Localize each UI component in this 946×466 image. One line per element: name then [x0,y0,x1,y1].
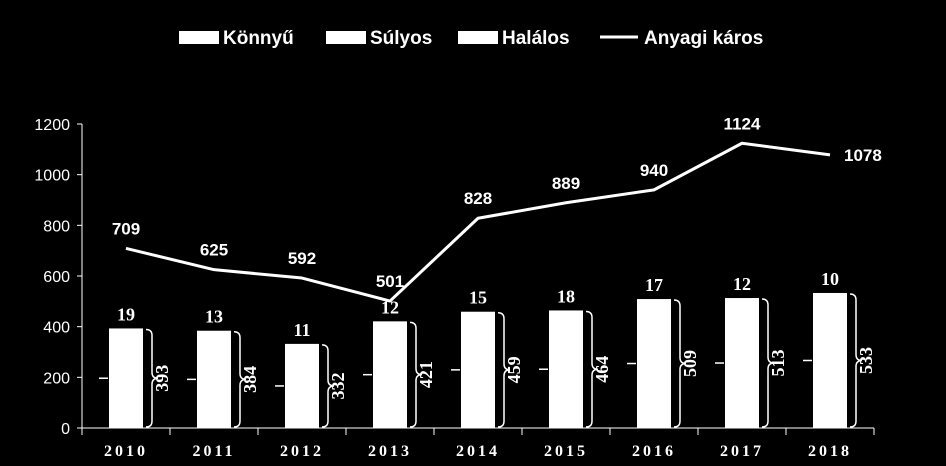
bar-top-label-2017: 12 [733,274,751,294]
bar-2015 [549,310,583,428]
y-tick-label: 1000 [34,168,70,185]
legend-swatch-0 [179,31,219,44]
bar-top-label-2011: 13 [205,307,223,327]
bar-value-label-2011: 384 [240,366,260,393]
line-point-label-2012: 592 [288,249,316,268]
y-tick-label: 0 [61,421,70,438]
x-tick-label-2016: 2016 [632,443,676,460]
legend-swatch-1 [326,31,366,44]
bar-value-label-2015: 464 [592,356,612,383]
bar-value-label-2016: 509 [680,350,700,377]
bar-2017 [725,298,759,428]
bar-2018 [813,292,847,428]
bar-brace-2018 [849,293,863,428]
bar-top-label-2010: 19 [117,304,135,324]
x-tick-label-2010: 2010 [104,443,148,460]
y-tick-label: 800 [43,218,70,235]
bar-top-label-2018: 10 [821,269,839,289]
bars [109,292,847,428]
bar-top-label-2015: 18 [557,286,575,306]
x-tick-label-2014: 2014 [456,443,500,460]
bar-brace-2015 [585,310,599,428]
bar-brace-2014 [497,311,511,428]
x-tick-label-2013: 2013 [368,443,412,460]
legend: Könnyű Súlyos Halálos Anyagi káros [179,28,763,49]
y-tick-label: 1200 [34,117,70,134]
y-axis: 0 200 400 600 800 1000 1200 [34,117,83,438]
x-tick-label-2012: 2012 [280,443,324,460]
bar-value-label-2010: 393 [152,365,172,392]
bar-value-label-2014: 459 [504,356,524,383]
x-tick-label-2017: 2017 [720,443,764,460]
bar-labels: 393 19 384 13 332 11 421 12 459 15 464 18 509 17 513 12… [117,269,876,399]
bar-brace-2012 [321,344,335,428]
x-tick-label-2011: 2011 [192,443,235,460]
legend-swatch-2 [458,31,498,44]
bar-brace-2016 [673,299,687,428]
x-axis: 2010 2011 2012 2013 2014 2015 2016 2017 2018 [81,427,875,460]
x-tick-label-2015: 2015 [544,443,588,460]
y-tick-label: 200 [43,370,70,387]
line-point-label-2013: 501 [376,272,404,291]
line-anyagi-karos [125,141,831,303]
bar-brace-2011 [233,330,247,428]
bar-top-label-2013: 12 [381,297,399,317]
line-point-label-2010: 709 [112,219,140,238]
bar-value-label-2018: 533 [856,347,876,374]
bar-2013 [373,321,407,428]
bar-2014 [461,311,495,428]
bar-value-label-2017: 513 [768,350,788,377]
y-tick-label: 400 [43,320,70,337]
bar-top-label-2012: 11 [293,320,310,340]
line-point-label-2017: 1124 [724,114,761,133]
legend-label-1: Súlyos [370,28,432,49]
line-point-label-2011: 625 [200,241,228,260]
bar-brace-2017 [761,298,775,428]
line-labels: 709 625 592 501 828 889 940 1124 1078 [112,114,882,291]
bar-value-label-2012: 332 [328,372,348,399]
bar-2011 [197,330,231,428]
legend-label-0: Könnyű [223,28,294,49]
bar-2016 [637,299,671,428]
bar-2010 [109,328,143,428]
bar-top-label-2014: 15 [469,288,487,308]
bar-brace-2013 [409,321,423,428]
bar-2012 [285,343,319,428]
bar-brace-2010 [145,328,159,428]
line-point-label-2014: 828 [464,189,492,208]
legend-label-2: Halálos [502,28,570,49]
line-series [125,141,831,303]
line-point-label-2015: 889 [552,174,580,193]
bar-brackets [99,293,863,428]
bar-value-label-2013: 421 [416,361,436,388]
line-point-label-2016: 940 [640,161,668,180]
legend-label-3: Anyagi káros [644,28,763,49]
y-tick-label: 600 [43,269,70,286]
bar-top-label-2016: 17 [645,275,663,295]
line-point-label-2018: 1078 [844,146,882,165]
x-tick-label-2018: 2018 [808,443,852,460]
